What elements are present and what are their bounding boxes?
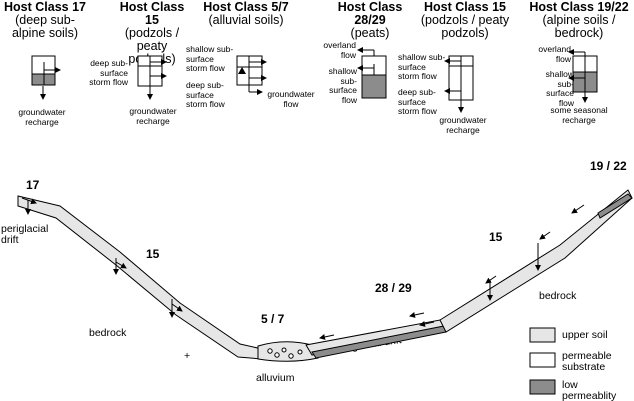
column-2829	[357, 47, 387, 99]
host-class-57-header: Host Class 5/7 (alluvial soils)	[203, 1, 289, 27]
column-15b	[444, 55, 474, 113]
c1922-shallow-note: shallow sub-surface flow	[545, 69, 574, 108]
section-label-17: 17	[26, 178, 40, 192]
bedrock-left-label: bedrock	[89, 327, 127, 339]
c57-groundwater-note: groundwater flow	[267, 89, 315, 109]
legend-permeable-label: permeable substrate	[562, 350, 612, 373]
legend-low-perm-label: low permeablity substrate	[562, 379, 617, 401]
c1922-recharge-note: some seasonal recharge	[550, 105, 608, 125]
header-subtitle: (alpine soils / bedrock)	[542, 13, 616, 40]
c57-deep-note: deep sub-surface storm flow	[186, 80, 225, 109]
host-class-15b-header: Host Class 15 (podzols / peaty podzols)	[420, 1, 510, 40]
c57-shallow-note: shallow sub-surface storm flow	[186, 44, 234, 73]
c1922-overland-note: overland flow	[538, 44, 571, 64]
periglacial-drift-label: periglacial drift	[1, 223, 49, 246]
c15-deep-note: deep sub-surface storm flow	[89, 58, 128, 87]
section-label-57: 5 / 7	[261, 312, 285, 326]
host-class-2829-header: Host Class 28/29 (peats)	[335, 1, 405, 40]
header-title: Host Class 15	[424, 0, 506, 14]
column-17	[31, 55, 61, 100]
column-1922	[568, 49, 598, 103]
header-subtitle: (deep sub-alpine soils)	[11, 13, 78, 40]
c17-groundwater-note: groundwater recharge	[18, 107, 66, 127]
host-class-17-header: Host Class 17 (deep sub-alpine soils)	[2, 1, 88, 40]
section-label-15-right: 15	[489, 230, 503, 244]
legend-upper-soil-label: upper soil	[562, 329, 608, 341]
c15b-shallow-note: shallow sub-surface storm flow	[398, 52, 446, 81]
header-title: Host Class 17	[4, 0, 86, 14]
plus-marker: +	[184, 350, 191, 362]
c15-groundwater-note: groundwater recharge	[129, 106, 177, 126]
c2829-shallow-note: shallow sub-surface flow	[328, 66, 357, 105]
c2829-overland-note: overland flow	[323, 40, 356, 60]
c15b-deep-note: deep sub-surface storm flow	[398, 87, 437, 116]
header-title: Host Class 15	[119, 0, 185, 27]
header-subtitle: (alluvial soils)	[208, 13, 284, 27]
header-subtitle: (peats)	[350, 26, 390, 40]
column-57	[236, 55, 267, 95]
section-label-15-left: 15	[146, 247, 160, 261]
header-title: Host Class 28/29	[337, 0, 403, 27]
header-title: Host Class 5/7	[203, 0, 289, 14]
section-label-1922: 19 / 22	[590, 159, 627, 173]
section-label-2829: 28 / 29	[375, 281, 412, 295]
cross-section-arrows	[21, 197, 585, 340]
bedrock-right-label: bedrock	[539, 290, 577, 302]
header-title: Host Class 19/22	[529, 0, 629, 14]
host-class-1922-header: Host Class 19/22 (alpine soils / bedrock…	[526, 1, 632, 40]
c15b-groundwater-note: groundwater recharge	[439, 115, 487, 135]
header-subtitle: (podzols / peaty podzols)	[420, 13, 510, 40]
column-15	[137, 55, 167, 100]
legend-swatches	[529, 327, 556, 395]
alluvium-label: alluvium	[256, 372, 295, 384]
